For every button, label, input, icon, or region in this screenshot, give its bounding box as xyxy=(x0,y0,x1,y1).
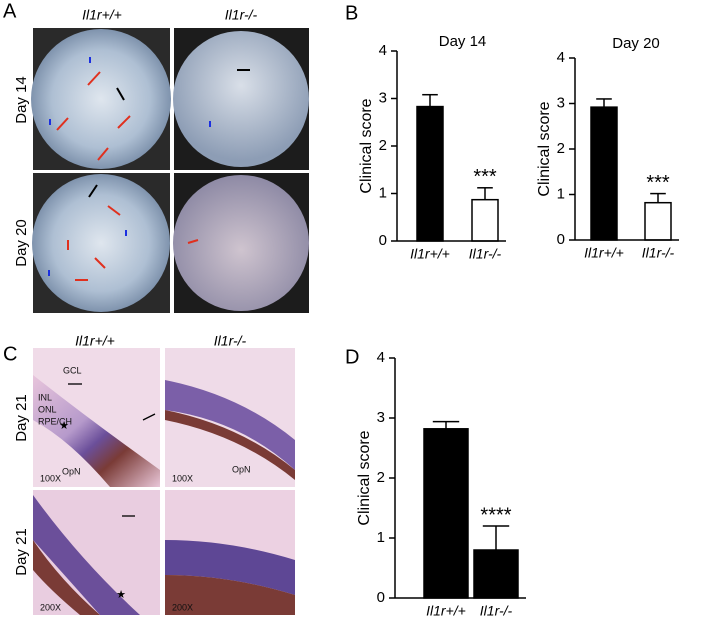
y-tick-label: 0 xyxy=(377,589,385,606)
y-tick-label: 0 xyxy=(379,232,387,249)
svg-text:★: ★ xyxy=(116,589,126,601)
row-label: Day 20 xyxy=(13,219,30,267)
y-axis-label: Clinical score xyxy=(358,98,375,193)
layer-label: GCL xyxy=(63,365,82,375)
bar xyxy=(423,428,469,599)
column-label: Il1r-/- xyxy=(225,7,258,23)
y-axis-label: Clinical score xyxy=(356,430,373,525)
row-label: Day 21 xyxy=(13,394,30,442)
y-tick-label: 2 xyxy=(377,469,385,486)
y-tick-label: 2 xyxy=(379,137,387,154)
y-tick-label: 3 xyxy=(557,94,565,111)
bar xyxy=(473,549,519,599)
layer-label: INL xyxy=(38,392,52,402)
chart-title: Day 14 xyxy=(439,33,487,50)
y-tick-label: 4 xyxy=(379,42,387,59)
bar xyxy=(590,106,618,241)
column-label: Il1r+/+ xyxy=(75,333,115,349)
histology-images: ★ ★ xyxy=(33,348,295,615)
layer-label: OpN xyxy=(232,464,251,474)
x-tick-label: Il1r+/+ xyxy=(410,246,450,262)
svg-text:★: ★ xyxy=(59,420,69,432)
chart-title: Day 20 xyxy=(612,35,660,52)
panel-label: D xyxy=(345,346,359,368)
y-tick-label: 4 xyxy=(557,49,565,66)
magnification: 200X xyxy=(40,602,61,612)
panel-label: B xyxy=(345,2,358,24)
y-tick-label: 2 xyxy=(557,140,565,157)
y-tick-label: 1 xyxy=(379,184,387,201)
layer-label: RPE/CH xyxy=(38,416,72,426)
y-tick-label: 1 xyxy=(557,185,565,202)
bar xyxy=(416,105,444,242)
panel-label: C xyxy=(3,343,17,365)
bar xyxy=(471,198,499,242)
column-label: Il1r-/- xyxy=(214,333,247,349)
x-tick-label: Il1r-/- xyxy=(480,603,513,617)
y-tick-label: 3 xyxy=(379,89,387,106)
x-tick-label: Il1r+/+ xyxy=(426,603,466,617)
magnification: 100X xyxy=(40,473,61,483)
row-label: Day 21 xyxy=(13,528,30,576)
x-tick-label: Il1r-/- xyxy=(642,245,675,261)
significance: *** xyxy=(646,172,670,194)
significance: *** xyxy=(473,166,497,188)
fundus-images xyxy=(31,28,309,313)
layer-label: OpN xyxy=(62,466,81,476)
magnification: 200X xyxy=(172,602,193,612)
y-tick-label: 3 xyxy=(377,409,385,426)
significance: **** xyxy=(480,504,511,526)
y-axis-label: Clinical score xyxy=(536,101,553,196)
x-tick-label: Il1r-/- xyxy=(469,246,502,262)
magnification: 100X xyxy=(172,473,193,483)
bar xyxy=(644,201,672,241)
column-label: Il1r+/+ xyxy=(82,7,122,23)
panel-label: A xyxy=(3,0,17,22)
layer-label: ONL xyxy=(38,404,57,414)
y-tick-label: 1 xyxy=(377,529,385,546)
x-tick-label: Il1r+/+ xyxy=(584,245,624,261)
y-tick-label: 4 xyxy=(377,349,385,366)
row-label: Day 14 xyxy=(13,76,30,124)
y-tick-label: 0 xyxy=(557,231,565,248)
